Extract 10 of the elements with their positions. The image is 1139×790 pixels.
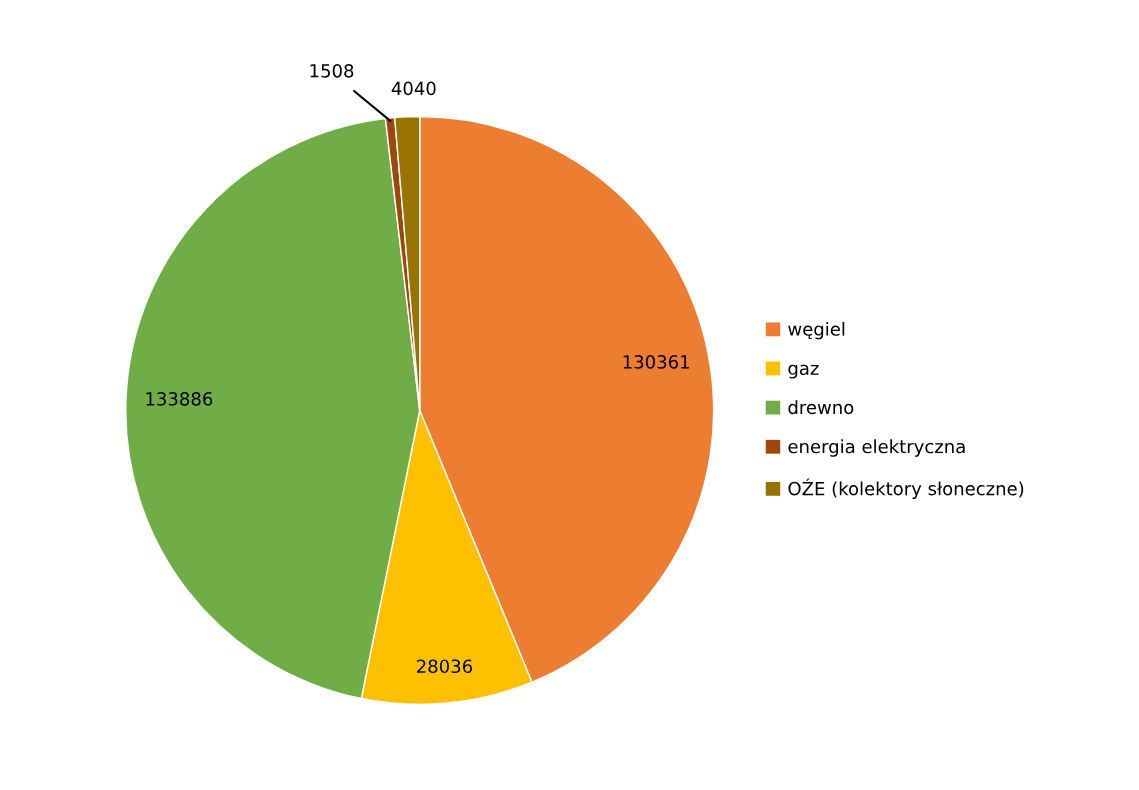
data-label: 1508	[310, 63, 354, 78]
legend-label: gaz	[788, 364, 819, 379]
data-label: 28036	[417, 659, 473, 674]
legend-label: energia elektryczna	[788, 439, 965, 457]
legend-label: OŹE (kolektory słoneczne)	[788, 478, 1024, 499]
data-label: 130361	[623, 355, 689, 369]
legend-label: drewno	[788, 400, 854, 415]
legend-label: węgiel	[788, 321, 845, 340]
data-label: 133886	[146, 391, 213, 406]
data-label: 4040	[391, 81, 436, 96]
